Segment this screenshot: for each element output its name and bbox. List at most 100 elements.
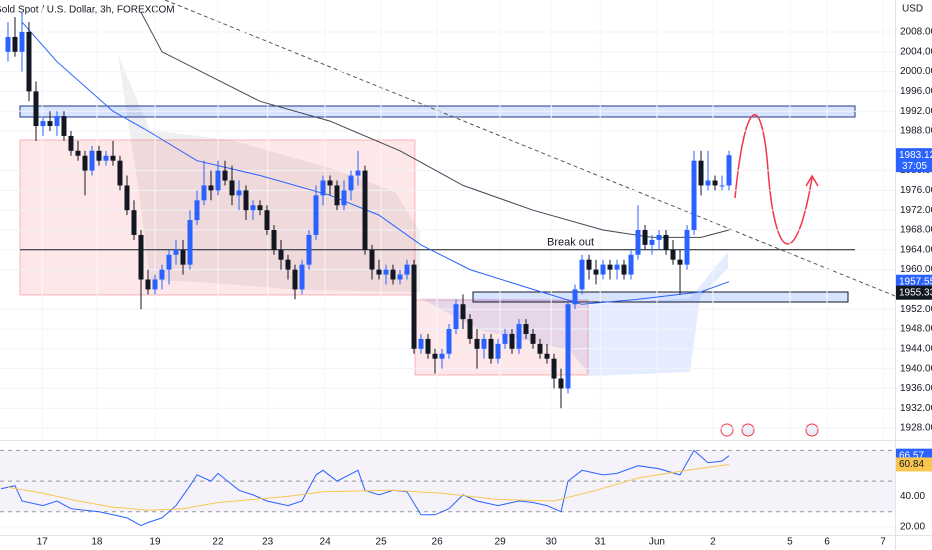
candle-body	[523, 324, 529, 334]
candle-body	[271, 230, 277, 250]
axes: USD 2008.00 2004.00 2000.00 1996.00 1992.00 1…	[37, 4, 932, 548]
x-tick-label: 17	[37, 537, 49, 548]
y-tick-label: 1992.00	[900, 106, 932, 117]
y-tick-label: 1948.00	[900, 324, 932, 335]
candle-body	[131, 210, 137, 235]
event-icon[interactable]	[805, 423, 819, 437]
x-tick-label: 30	[546, 537, 558, 548]
rsi-line	[0, 449, 730, 527]
candle-body	[264, 210, 270, 230]
candle-body	[348, 175, 354, 191]
candle-body	[446, 329, 452, 354]
candle-body	[19, 31, 25, 52]
y-tick-label: 1936.00	[900, 383, 932, 394]
y-tick-label: 1932.00	[900, 403, 932, 414]
candle-body	[313, 195, 319, 235]
event-icon[interactable]	[741, 423, 755, 437]
candle-body	[180, 249, 186, 265]
candle-body	[649, 239, 655, 245]
candle-body	[642, 230, 648, 245]
y-tick-label: 2004.00	[900, 46, 932, 57]
candle-body	[355, 170, 361, 176]
x-tick-label: 6	[824, 537, 830, 548]
candle-body	[600, 264, 606, 275]
y-tick-label: 1952.00	[900, 304, 932, 315]
y-tick-label: 1988.00	[900, 126, 932, 137]
candle-body	[320, 180, 326, 196]
y-tick-label: 2008.00	[900, 27, 932, 38]
y-tick-label: 1940.00	[900, 363, 932, 374]
cloud	[420, 252, 728, 376]
annotation: Break out	[547, 237, 594, 249]
y-tick-label: 40.00	[900, 491, 925, 502]
candle-body	[460, 304, 466, 320]
y-tick-label: 1964.00	[900, 244, 932, 255]
candle-body	[698, 160, 704, 186]
candle-body	[495, 343, 501, 359]
candle-body	[96, 150, 102, 161]
candle-body	[502, 333, 508, 344]
price-label: 66.57	[899, 450, 924, 461]
event-icon[interactable]	[720, 423, 734, 437]
y-tick-label: 1968.00	[900, 225, 932, 236]
candle-body	[684, 230, 690, 265]
trend-line	[164, 0, 895, 297]
price-label: 60.84	[899, 459, 924, 470]
candle-body	[621, 264, 627, 275]
y-tick-label: 1928.00	[900, 423, 932, 434]
candle-body	[61, 116, 67, 136]
candle-body	[68, 135, 74, 151]
candle-body	[327, 180, 333, 186]
candle-body	[439, 353, 445, 359]
candle-body	[194, 200, 200, 221]
candle-body	[75, 150, 81, 156]
candle-body	[159, 269, 165, 280]
candle-body	[418, 338, 424, 349]
price-label-box	[896, 274, 932, 289]
candle-body	[537, 343, 543, 354]
x-tick-label: 18	[91, 537, 103, 548]
candle-body	[488, 338, 494, 359]
candle-body	[285, 259, 291, 270]
y-tick-label: 20.00	[900, 522, 925, 533]
candle-body	[404, 264, 410, 275]
candle-body	[306, 234, 312, 265]
candle-body	[334, 185, 340, 206]
candle-body	[635, 230, 641, 255]
price-label-sub: 37:05	[902, 161, 927, 172]
candle-body	[467, 319, 473, 339]
candle-body	[390, 269, 396, 280]
candle-body	[544, 353, 550, 359]
price-label-box	[896, 285, 932, 300]
candle-body	[292, 269, 298, 290]
candle-body	[579, 259, 585, 290]
candle-body	[425, 338, 431, 354]
x-tick-label: 24	[320, 537, 332, 548]
candle-body	[362, 170, 368, 250]
candle-body	[453, 304, 459, 330]
candle-body	[229, 180, 235, 196]
candle-body	[719, 185, 725, 187]
candle-body	[243, 190, 249, 211]
candle-body	[26, 31, 32, 92]
y-tick-label: 1996.00	[900, 86, 932, 97]
candle-body	[341, 190, 347, 206]
x-tick-label: 22	[212, 537, 224, 548]
projection-arrow	[734, 114, 813, 245]
price-label-box	[896, 457, 932, 472]
y-tick-label: 1944.00	[900, 343, 932, 354]
candle-body	[558, 378, 564, 389]
candle-body	[40, 121, 46, 127]
x-tick-label: 29	[495, 537, 507, 548]
candle-body	[201, 185, 207, 201]
zone	[414, 299, 589, 376]
candle-body	[369, 249, 375, 270]
price-label-box	[896, 148, 932, 173]
candle-body	[656, 234, 662, 240]
candle-body	[516, 324, 522, 349]
candle-body	[47, 121, 53, 127]
rsi-pane	[0, 449, 895, 528]
candle-body	[5, 36, 11, 52]
x-tick-label: 25	[376, 537, 388, 548]
candle-body	[124, 185, 130, 211]
